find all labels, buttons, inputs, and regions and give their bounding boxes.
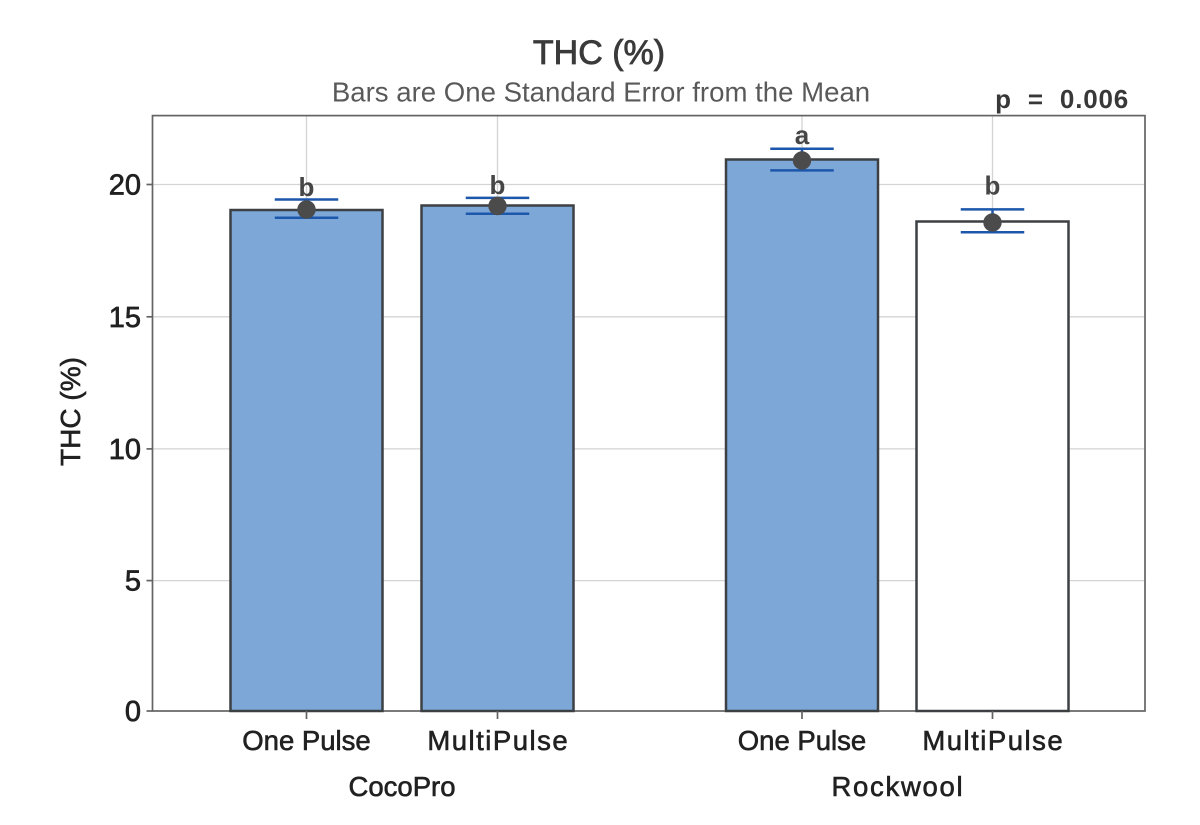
svg-text:Rockwool: Rockwool xyxy=(831,771,964,802)
svg-text:b: b xyxy=(490,170,506,200)
svg-text:THC (%): THC (%) xyxy=(55,357,86,466)
svg-text:CocoPro: CocoPro xyxy=(349,771,456,802)
svg-text:THC (%): THC (%) xyxy=(533,34,665,72)
svg-text:One Pulse: One Pulse xyxy=(738,725,866,756)
svg-text:15: 15 xyxy=(109,302,141,334)
svg-text:p = 0.006: p = 0.006 xyxy=(995,84,1129,114)
svg-text:10: 10 xyxy=(109,434,141,466)
svg-text:MultiPulse: MultiPulse xyxy=(427,725,569,756)
svg-text:b: b xyxy=(299,172,315,202)
svg-text:5: 5 xyxy=(125,566,141,598)
svg-text:b: b xyxy=(985,170,1001,200)
svg-text:20: 20 xyxy=(109,170,141,202)
svg-text:Bars are One Standard Error fr: Bars are One Standard Error from the Mea… xyxy=(332,76,870,107)
svg-text:a: a xyxy=(795,120,810,150)
svg-text:One Pulse: One Pulse xyxy=(242,725,370,756)
svg-text:0: 0 xyxy=(125,696,141,728)
svg-text:MultiPulse: MultiPulse xyxy=(922,725,1064,756)
